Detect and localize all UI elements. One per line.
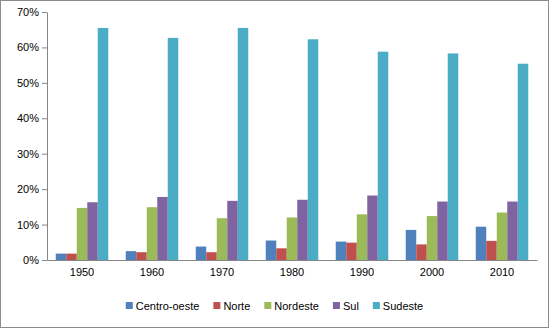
bar <box>287 217 298 260</box>
y-tick-label: 20% <box>17 183 39 195</box>
y-tick-label: 40% <box>17 112 39 124</box>
y-tick: 60% <box>17 41 47 53</box>
legend-swatch <box>373 302 380 309</box>
x-tick: 1990 <box>350 266 374 278</box>
y-tick-mark <box>42 118 47 119</box>
legend-label: Norte <box>223 300 250 312</box>
chart-border <box>1 1 549 328</box>
y-tick: 70% <box>17 6 47 18</box>
legend-item: Sul <box>333 300 359 312</box>
x-tick-label: 2000 <box>420 266 444 278</box>
y-tick: 30% <box>17 148 47 160</box>
x-tick-label: 2010 <box>490 266 514 278</box>
bar <box>238 28 249 260</box>
bar <box>147 207 158 260</box>
y-axis: 0% 10% 20% 30% 40% 50% 60% 70% <box>17 6 48 266</box>
legend-label: Sudeste <box>383 300 423 312</box>
legend-label: Sul <box>343 300 359 312</box>
y-tick: 50% <box>17 77 47 89</box>
y-tick: 0% <box>23 254 47 266</box>
bar <box>427 216 438 260</box>
x-axis: 1950 1960 1970 1980 1990 2000 2010 <box>48 261 538 278</box>
x-tick-label: 1980 <box>280 266 304 278</box>
y-axis-line <box>47 13 48 261</box>
bar <box>476 227 487 260</box>
x-tick: 1980 <box>280 266 304 278</box>
legend-swatch <box>213 302 220 309</box>
y-tick-mark <box>42 225 47 226</box>
x-tick-label: 1970 <box>210 266 234 278</box>
legend-label: Nordeste <box>274 300 319 312</box>
legend-label: Centro-oeste <box>136 300 200 312</box>
bar <box>406 230 417 260</box>
y-tick-mark <box>42 47 47 48</box>
legend: Centro-oeste Norte Nordeste Sul Sudeste <box>126 300 423 312</box>
bar <box>157 197 168 260</box>
bar <box>518 64 529 260</box>
bar <box>378 52 389 260</box>
chart: 0%10%20%30%40%50%60%70%19501960197019801… <box>0 0 549 328</box>
bar <box>437 202 448 260</box>
bar <box>357 214 368 260</box>
y-tick-label: 0% <box>23 254 39 266</box>
bar <box>507 202 518 260</box>
y-tick-mark <box>42 189 47 190</box>
legend-swatch <box>333 302 340 309</box>
bar <box>66 254 77 260</box>
legend-item: Centro-oeste <box>126 300 200 312</box>
bar <box>276 248 287 260</box>
x-tick-label: 1960 <box>140 266 164 278</box>
y-tick-mark <box>42 12 47 13</box>
bar <box>136 252 147 260</box>
legend-swatch <box>126 302 133 309</box>
y-tick: 20% <box>17 183 47 195</box>
legend-item: Nordeste <box>264 300 319 312</box>
bar <box>336 242 347 260</box>
bar <box>497 213 508 260</box>
y-tick-label: 10% <box>17 219 39 231</box>
legend-swatch <box>264 302 271 309</box>
y-tick-mark <box>42 154 47 155</box>
bar <box>126 251 137 260</box>
y-tick: 10% <box>17 219 47 231</box>
x-tick-label: 1990 <box>350 266 374 278</box>
bar <box>486 241 497 260</box>
y-tick-label: 30% <box>17 148 39 160</box>
x-tick: 1950 <box>70 266 94 278</box>
bars <box>56 28 529 260</box>
bar <box>367 196 378 260</box>
bar <box>448 53 459 260</box>
legend-item: Sudeste <box>373 300 423 312</box>
bar <box>416 244 427 260</box>
bar <box>196 247 207 260</box>
bar <box>87 202 98 260</box>
y-tick-label: 50% <box>17 77 39 89</box>
bar <box>346 243 357 260</box>
x-tick: 1960 <box>140 266 164 278</box>
y-tick-label: 60% <box>17 41 39 53</box>
legend-item: Norte <box>213 300 250 312</box>
x-tick: 2010 <box>490 266 514 278</box>
bar <box>77 208 88 260</box>
bar <box>308 39 319 260</box>
y-tick-label: 70% <box>17 6 39 18</box>
bar <box>168 38 179 260</box>
bar <box>56 254 67 260</box>
y-tick-mark <box>42 83 47 84</box>
x-axis-line <box>48 260 538 261</box>
y-tick-mark <box>42 260 47 261</box>
x-tick: 2000 <box>420 266 444 278</box>
bar <box>227 201 238 260</box>
y-tick: 40% <box>17 112 47 124</box>
x-tick: 1970 <box>210 266 234 278</box>
x-tick-label: 1950 <box>70 266 94 278</box>
bar <box>217 218 228 260</box>
bar <box>297 200 308 260</box>
bar <box>266 241 277 260</box>
bar <box>206 252 217 260</box>
bar <box>98 28 109 260</box>
